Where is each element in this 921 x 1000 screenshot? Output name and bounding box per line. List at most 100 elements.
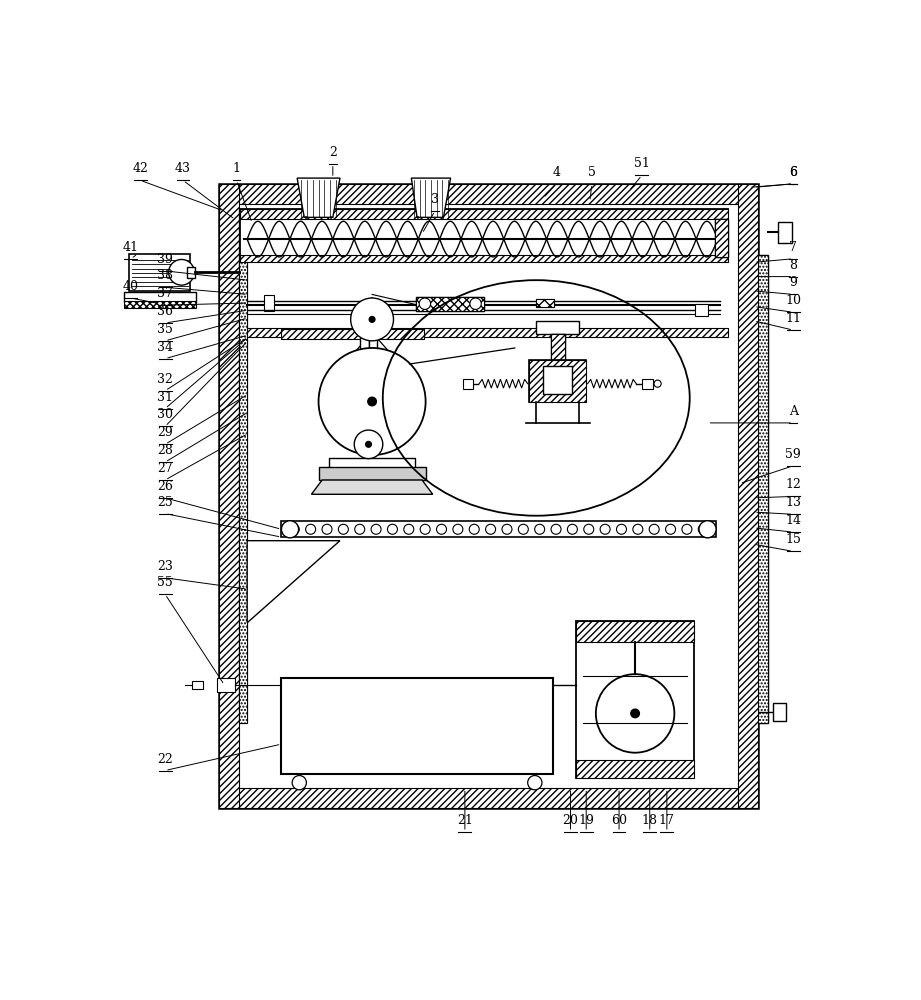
Bar [368,337,377,412]
Bar [577,621,694,778]
Circle shape [698,524,708,534]
Text: 13: 13 [786,496,801,509]
Circle shape [600,524,610,534]
Bar [282,329,425,339]
Bar [754,255,767,723]
Text: 51: 51 [634,157,650,170]
Bar [551,334,565,362]
Bar [123,301,196,308]
Text: 36: 36 [157,305,173,318]
Circle shape [169,259,194,285]
Circle shape [322,524,332,534]
Bar [351,412,390,428]
Text: 10: 10 [786,294,801,307]
Text: A: A [788,405,798,418]
Circle shape [596,674,674,753]
Circle shape [289,524,299,534]
Text: 20: 20 [563,814,578,827]
Circle shape [319,348,426,455]
Text: 35: 35 [157,323,173,336]
Text: 26: 26 [157,480,173,493]
Bar [577,621,694,642]
Bar [716,219,729,257]
Bar [186,267,195,278]
Text: 29: 29 [157,426,173,439]
Circle shape [388,524,398,534]
Circle shape [699,521,717,538]
Bar [738,184,757,808]
Circle shape [355,430,383,459]
Text: 17: 17 [659,814,675,827]
Bar [416,297,484,311]
Circle shape [338,524,348,534]
Circle shape [519,524,529,534]
Bar [642,379,653,389]
Bar [263,295,274,311]
Circle shape [366,441,371,447]
Text: 9: 9 [789,276,798,289]
Bar [240,209,729,262]
Polygon shape [297,178,340,217]
Circle shape [367,397,377,406]
Bar [551,334,565,362]
Text: 4: 4 [553,166,560,179]
Text: 14: 14 [786,514,801,527]
Bar [218,184,239,808]
Circle shape [282,521,298,538]
Bar [239,209,247,723]
Circle shape [469,524,479,534]
Text: 18: 18 [642,814,658,827]
Text: 6: 6 [789,166,798,179]
Bar [529,360,586,402]
Text: 38: 38 [157,269,173,282]
Bar [123,292,196,302]
Circle shape [631,709,639,718]
Circle shape [403,524,414,534]
Text: 22: 22 [157,753,173,766]
Circle shape [292,776,307,790]
Circle shape [616,524,626,534]
Polygon shape [412,178,450,217]
Bar [240,255,729,262]
Bar [694,304,707,316]
Circle shape [535,524,544,534]
Text: 15: 15 [786,533,801,546]
Circle shape [355,524,365,534]
Bar [217,678,235,692]
Bar [536,321,579,334]
Bar [462,379,473,389]
Circle shape [682,524,692,534]
Bar [536,299,554,307]
Circle shape [551,524,561,534]
Text: 27: 27 [157,462,173,475]
Text: 32: 32 [157,373,173,386]
Text: 31: 31 [157,391,173,404]
Text: 7: 7 [789,241,798,254]
Bar [218,184,757,204]
Text: 11: 11 [786,312,801,325]
Text: 2: 2 [329,146,337,159]
Circle shape [306,524,316,534]
Circle shape [654,380,661,387]
Bar [577,760,694,778]
Text: 12: 12 [786,478,801,491]
Circle shape [485,524,495,534]
Bar [218,184,757,808]
Circle shape [437,524,447,534]
Circle shape [649,524,659,534]
Bar [319,467,426,480]
Text: 21: 21 [457,814,472,827]
Bar [247,328,729,337]
Text: 37: 37 [157,287,173,300]
Text: 39: 39 [157,253,173,266]
Text: 41: 41 [122,241,139,254]
Circle shape [419,298,431,309]
Text: 42: 42 [133,162,148,175]
Text: 3: 3 [431,193,439,206]
Text: 19: 19 [578,814,594,827]
Text: 5: 5 [588,166,596,179]
Circle shape [371,524,381,534]
Circle shape [633,524,643,534]
Bar [239,209,247,723]
Bar [192,681,203,689]
